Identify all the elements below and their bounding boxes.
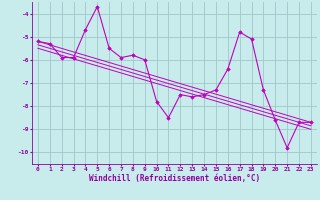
X-axis label: Windchill (Refroidissement éolien,°C): Windchill (Refroidissement éolien,°C) bbox=[89, 174, 260, 183]
